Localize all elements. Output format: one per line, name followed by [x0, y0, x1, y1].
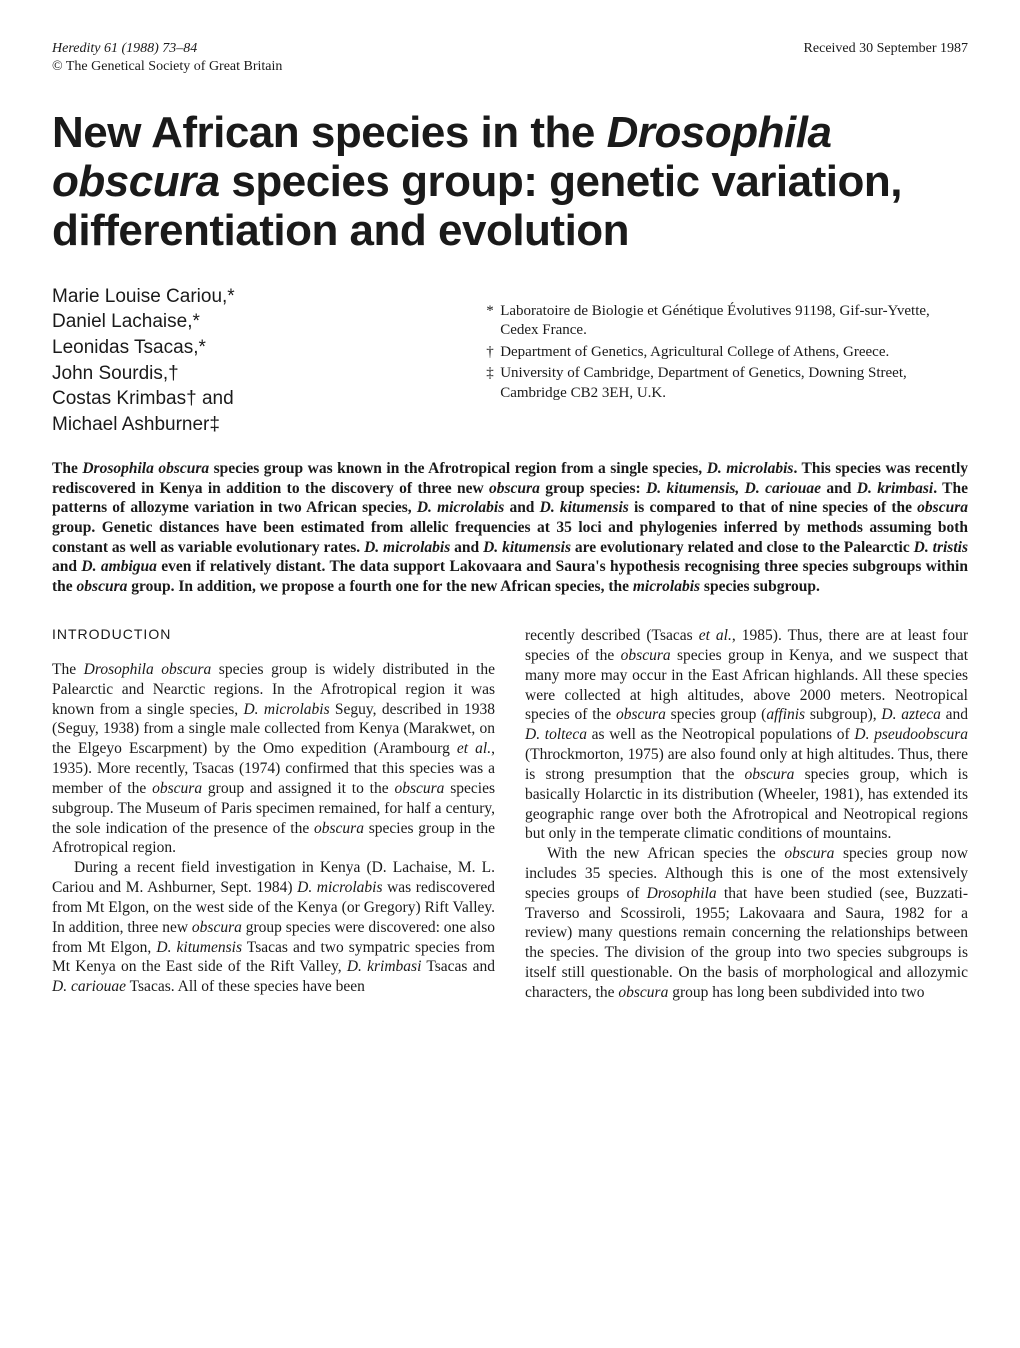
author: Marie Louise Cariou,* — [52, 284, 446, 310]
author: Daniel Lachaise,* — [52, 309, 446, 335]
affiliation: *Laboratoire de Biologie et Génétique Év… — [486, 302, 968, 341]
article-title: New African species in the Drosophila ob… — [52, 108, 968, 256]
paragraph: The Drosophila obscura species group is … — [52, 660, 495, 858]
author: Costas Krimbas† and — [52, 386, 446, 412]
page-header: Heredity 61 (1988) 73–84 © The Genetical… — [52, 40, 968, 76]
author: John Sourdis,† — [52, 361, 446, 387]
author: Michael Ashburner‡ — [52, 412, 446, 438]
copyright-line: © The Genetical Society of Great Britain — [52, 58, 282, 76]
column-left: INTRODUCTION The Drosophila obscura spec… — [52, 626, 495, 1003]
abstract: The Drosophila obscura species group was… — [52, 459, 968, 596]
author-list: Marie Louise Cariou,* Daniel Lachaise,* … — [52, 284, 446, 438]
column-right: recently described (Tsacas et al., 1985)… — [525, 626, 968, 1003]
author: Leonidas Tsacas,* — [52, 335, 446, 361]
paragraph: During a recent field investigation in K… — [52, 858, 495, 997]
section-heading: INTRODUCTION — [52, 626, 495, 644]
affiliation: ‡University of Cambridge, Department of … — [486, 364, 968, 403]
header-left: Heredity 61 (1988) 73–84 © The Genetical… — [52, 40, 282, 76]
journal-name: Heredity — [52, 41, 100, 56]
received-date: Received 30 September 1987 — [804, 40, 968, 76]
body-text: INTRODUCTION The Drosophila obscura spec… — [52, 626, 968, 1003]
affiliation-list: *Laboratoire de Biologie et Génétique Év… — [486, 284, 968, 438]
paragraph: With the new African species the obscura… — [525, 844, 968, 1003]
affiliation: †Department of Genetics, Agricultural Co… — [486, 343, 968, 363]
volume-info: 61 (1988) 73–84 — [104, 41, 197, 56]
paragraph: recently described (Tsacas et al., 1985)… — [525, 626, 968, 844]
authors-affiliations: Marie Louise Cariou,* Daniel Lachaise,* … — [52, 284, 968, 438]
